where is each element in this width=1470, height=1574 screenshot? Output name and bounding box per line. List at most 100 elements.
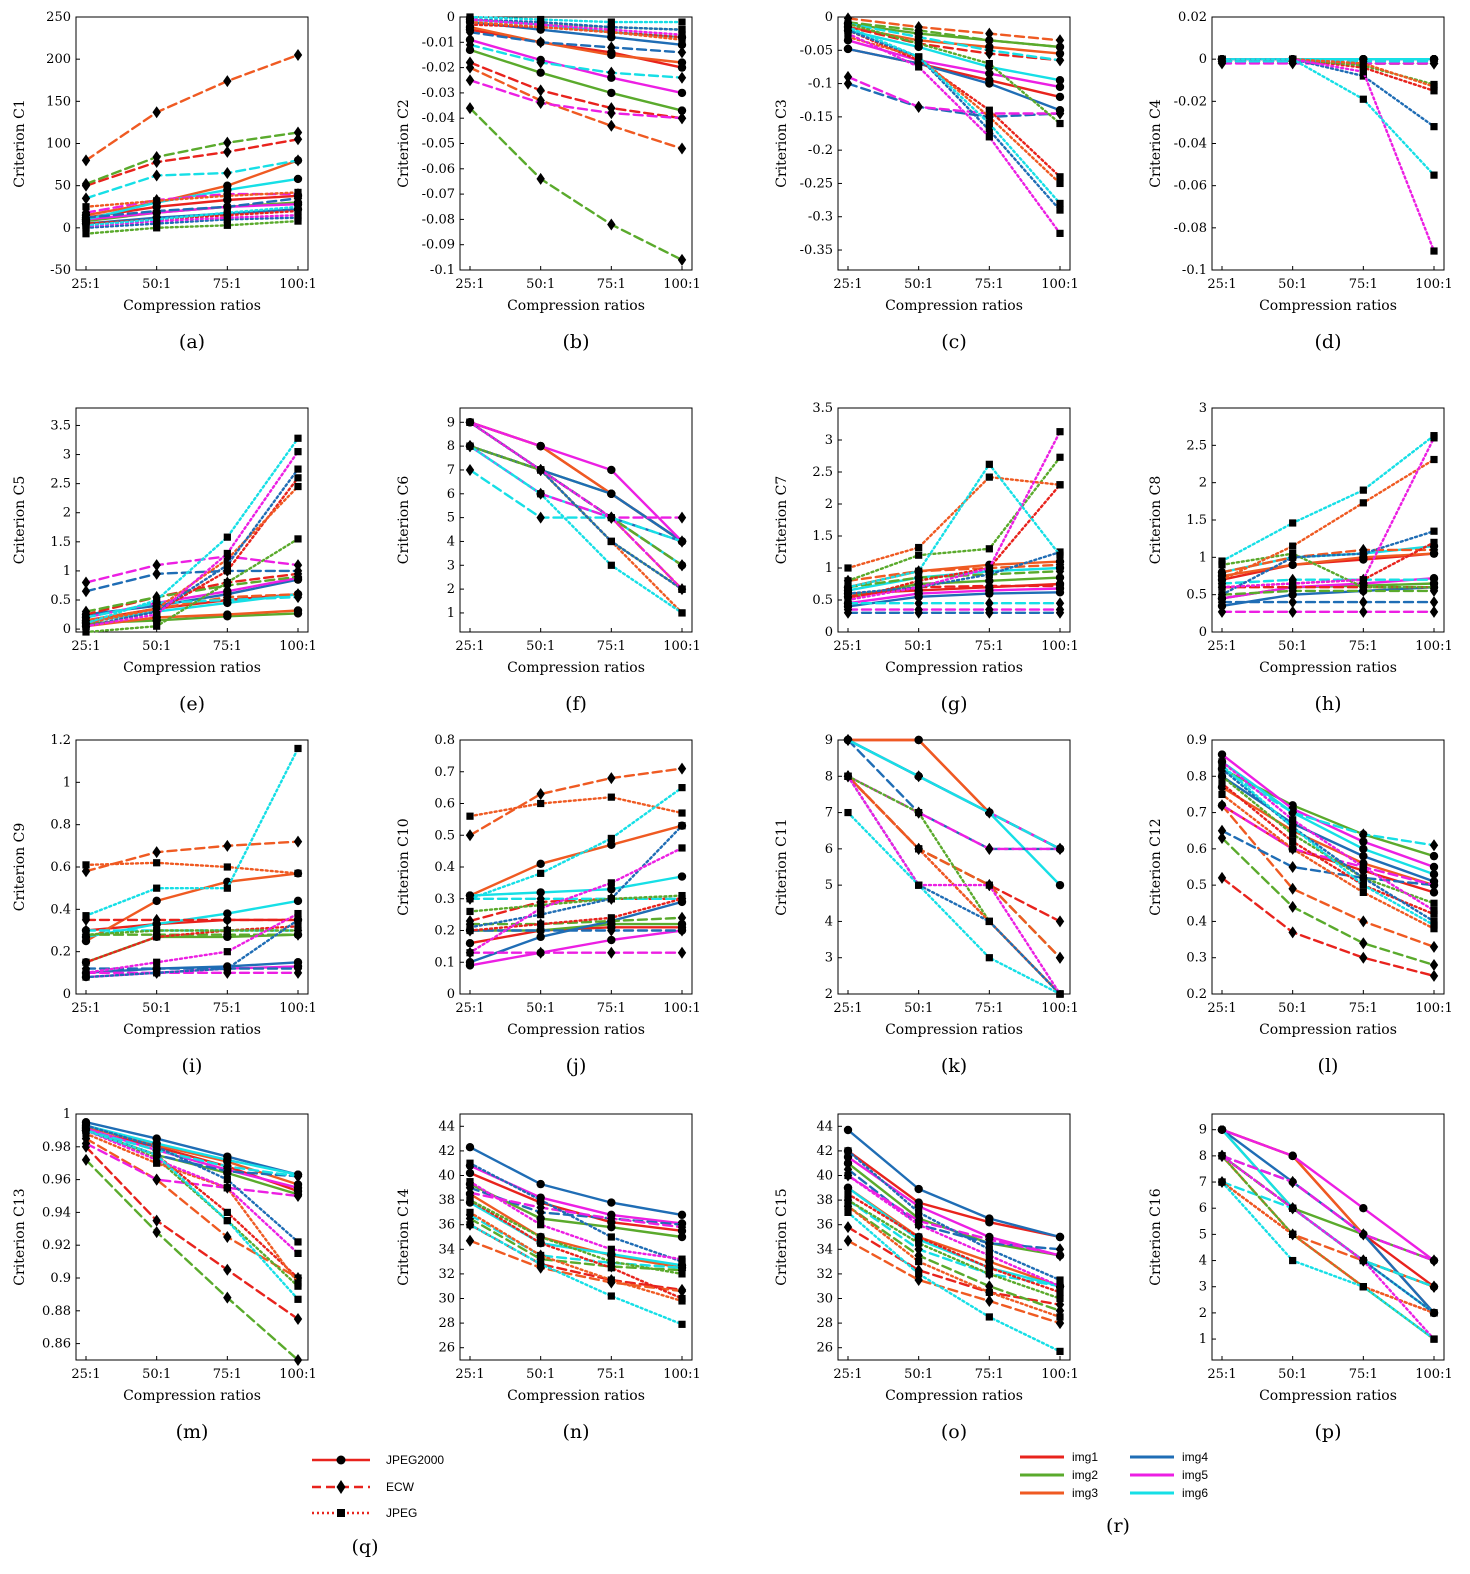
legend-methods-caption: (q) [352, 1536, 379, 1558]
panel-c-point-img4-JPEG-3 [1056, 206, 1064, 214]
legend-img2: img2 [1020, 1468, 1098, 1482]
panel-h-xlabel: Compression ratios [1259, 660, 1397, 676]
panel-n-line-img5-JPEG [468, 1180, 684, 1261]
panel-j-ytick-label: 0.3 [434, 892, 455, 907]
panel-d-line-img6-JPEG [1220, 58, 1436, 177]
panel-o-point-img2-JPEG-2 [985, 1270, 993, 1278]
panel-h-ytick-label: 1 [1199, 550, 1207, 565]
panel-j-line-img4-JPEG2000 [468, 900, 684, 964]
panel-n-ylabel: Criterion C14 [396, 1188, 412, 1285]
panel-m-point-img2-ECW-3 [293, 1354, 303, 1366]
panel-b-line-img5-JPEG2000 [468, 38, 684, 95]
panel-b-line-img4-ECW [468, 31, 684, 54]
panel-d-point-img6-JPEG-1 [1289, 55, 1297, 63]
panel-l-point-img5-JPEG2000-3 [1429, 862, 1439, 872]
panel-a-point-img6-ECW-3 [293, 154, 303, 167]
panel-m-axes-box [75, 1113, 309, 1361]
panel-o-point-img5-JPEG2000-1 [914, 1202, 923, 1211]
panel-c-point-img5-ECW-0 [843, 70, 853, 83]
panel-o-ytick-label: 44 [816, 1119, 833, 1134]
panel-j-point-img3-JPEG2000-1 [536, 859, 545, 869]
panel-m-xtick-label: 25:1 [71, 1367, 100, 1382]
panel-b-point-img2-JPEG2000-1 [536, 68, 545, 77]
panel-d-line-img4-JPEG [1220, 58, 1436, 128]
panel-c-line-img5-ECW [846, 75, 1062, 115]
panel-o-point-img3-ECW-0 [843, 1234, 853, 1247]
panel-f-ytick-label: 8 [447, 439, 455, 454]
panel-i-point-img1-JPEG-1 [153, 933, 161, 941]
panel-m-point-img5-ECW-3 [293, 1190, 303, 1202]
panel-i-point-img1-JPEG-0 [82, 958, 90, 966]
panel-n: 26 28 30 32 34 36 38 40 42 44 25:1 50:1 75:1 100:1 Com… [396, 1113, 701, 1443]
panel-c-line-img6-ECW [846, 22, 1062, 62]
panel-n-point-img2-JPEG2000-2 [607, 1222, 616, 1232]
panel-j-point-img5-JPEG-0 [466, 949, 474, 957]
panel-c-line-img6-JPEG2000 [846, 29, 1062, 82]
panel-a-xtick-label: 75:1 [213, 277, 242, 292]
panel-f-point-img5-JPEG2000-2 [607, 465, 616, 475]
panel-n-point-img4-JPEG2000-2 [607, 1198, 616, 1207]
panel-e-xtick-label: 25:1 [71, 639, 100, 654]
panel-c-line-img4-JPEG [846, 29, 1062, 212]
panel-d-point-img3-JPEG-3 [1430, 82, 1438, 91]
panel-c-point-img6-JPEG-2 [985, 119, 993, 128]
panel-k-xtick-label: 25:1 [833, 1001, 862, 1016]
panel-h-ytick-label: 2 [1199, 476, 1207, 491]
panel-h-line-img3-JPEG2000 [1220, 552, 1436, 578]
panel-o-point-img3-JPEG-2 [985, 1288, 993, 1296]
panel-c-point-img6-ECW-3 [1055, 54, 1065, 67]
panel-n-point-img2-JPEG-3 [678, 1270, 686, 1278]
panel-n-line-img4-JPEG [468, 1161, 684, 1263]
panel-p-ytick-label: 5 [1199, 1227, 1207, 1242]
panel-h-point-img3-JPEG-0 [1218, 576, 1226, 584]
panel-g-point-img6-ECW-3 [1055, 597, 1065, 610]
panel-l-line-img5-JPEG [1220, 760, 1436, 912]
panel-h-series-group [1217, 432, 1439, 618]
panel-c-line-img2-JPEG [846, 22, 1062, 125]
panel-h-point-img4-JPEG-1 [1289, 553, 1297, 561]
panel-g-point-img1-ECW-2 [985, 579, 994, 592]
panel-e: 0 0.5 1 1.5 2 2.5 3 3.5 25:1 50:1 75:1 100:1 Compres… [12, 407, 317, 715]
panel-j-line-img6-JPEG [468, 786, 684, 900]
panel-n-point-img6-JPEG-2 [607, 1292, 615, 1300]
panel-n-point-img2-JPEG-0 [466, 1196, 474, 1204]
panel-c-point-img3-ECW-2 [985, 27, 994, 40]
panel-a-point-img6-JPEG2000-3 [293, 174, 303, 184]
panel-o-ytick-label: 26 [816, 1341, 833, 1356]
panel-h-line-img5-JPEG [1220, 436, 1436, 589]
panel-l-point-img6-JPEG-3 [1430, 921, 1438, 929]
panel-o-point-img2-JPEG-1 [915, 1239, 923, 1247]
panel-b-point-img6-ECW-2 [607, 66, 616, 79]
panel-l-xtick-label: 75:1 [1349, 1001, 1378, 1016]
panel-e-point-img5-ECW-1 [152, 559, 161, 572]
legend-method-jpeg: JPEG [312, 1506, 417, 1520]
panel-n-point-img4-JPEG2000-3 [677, 1210, 687, 1220]
panel-b-ytick-label: 0 [447, 10, 455, 25]
panel-e-point-img6-JPEG-3 [294, 434, 302, 442]
panel-n-xtick-label: 100:1 [663, 1367, 700, 1382]
panel-j-xtick-label: 100:1 [663, 1001, 700, 1016]
panel-a-point-img6-ECW-1 [152, 169, 161, 182]
panel-o-point-img3-JPEG2000-2 [985, 1257, 994, 1266]
panel-b-point-img5-JPEG-3 [678, 31, 686, 39]
panel-h-point-img1-JPEG-3 [1430, 538, 1438, 546]
panel-p-xtick-label: 75:1 [1349, 1367, 1378, 1382]
panel-g-point-img6-JPEG-2 [985, 460, 993, 468]
panel-o-line-img4-JPEG2000 [846, 1128, 1062, 1239]
panel-o-point-img3-ECW-2 [985, 1294, 994, 1307]
panel-i-line-img2-JPEG [84, 929, 300, 936]
panel-n-line-img2-JPEG [468, 1198, 684, 1276]
panel-p-series-group [1217, 1125, 1439, 1343]
legend-img4: img4 [1130, 1450, 1208, 1464]
panel-l-series-group [1217, 750, 1439, 982]
panel-k-ytick-label: 4 [825, 914, 833, 929]
panel-k-ytick-label: 9 [825, 733, 833, 748]
panel-g-point-img5-ECW-1 [914, 603, 923, 616]
legend-label-img6: img6 [1182, 1486, 1208, 1500]
panel-l-point-img5-ECW-3 [1429, 879, 1439, 892]
panel-j-ytick-label: 0.1 [434, 955, 455, 970]
panel-b-axes-box [459, 16, 693, 271]
panel-k-point-img6-ECW-0 [843, 734, 853, 746]
panel-j-point-img1-JPEG-1 [537, 920, 545, 928]
panel-d-xtick-label: 75:1 [1349, 277, 1378, 292]
